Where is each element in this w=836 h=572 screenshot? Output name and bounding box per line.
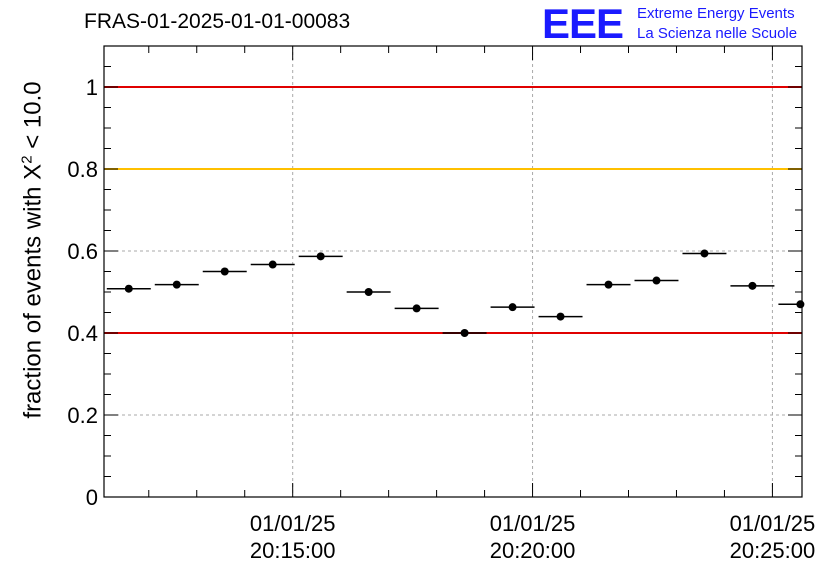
x-tick-time-0: 20:15:00	[250, 538, 336, 563]
x-tick-time-2: 20:25:00	[730, 538, 816, 563]
data-point-14	[796, 300, 805, 309]
data-point-12	[700, 249, 709, 258]
logo-line-1: Extreme Energy Events	[637, 5, 795, 22]
data-point-7	[460, 329, 469, 337]
y-tick-label-0: 0	[86, 485, 98, 510]
x-tick-date-0: 01/01/25	[250, 511, 336, 536]
data-point-3	[268, 260, 277, 269]
chart-title: FRAS-01-2025-01-01-00083	[84, 10, 351, 33]
data-point-5	[364, 288, 373, 296]
y-tick-label-3: 0.6	[67, 239, 98, 264]
data-point-10	[604, 280, 613, 289]
data-point-0	[124, 284, 133, 293]
eee-logo-mark: EEE	[542, 0, 624, 47]
data-point-13	[748, 281, 757, 290]
data-point-8	[508, 303, 517, 312]
y-tick-label-1: 0.2	[67, 403, 98, 428]
data-point-6	[412, 304, 421, 313]
data-point-9	[556, 312, 565, 321]
data-point-2	[220, 267, 229, 276]
x-tick-date-2: 01/01/25	[730, 511, 816, 536]
y-tick-label-2: 0.4	[67, 321, 98, 346]
y-tick-label-4: 0.8	[67, 157, 98, 182]
data-point-4	[316, 252, 325, 261]
data-point-1	[172, 280, 181, 289]
data-point-11	[652, 276, 661, 285]
x-tick-date-1: 01/01/25	[490, 511, 576, 536]
logo-line-2: La Scienza nelle Scuole	[637, 25, 798, 42]
y-tick-label-5: 1	[86, 75, 98, 100]
x-tick-time-1: 20:20:00	[490, 538, 576, 563]
